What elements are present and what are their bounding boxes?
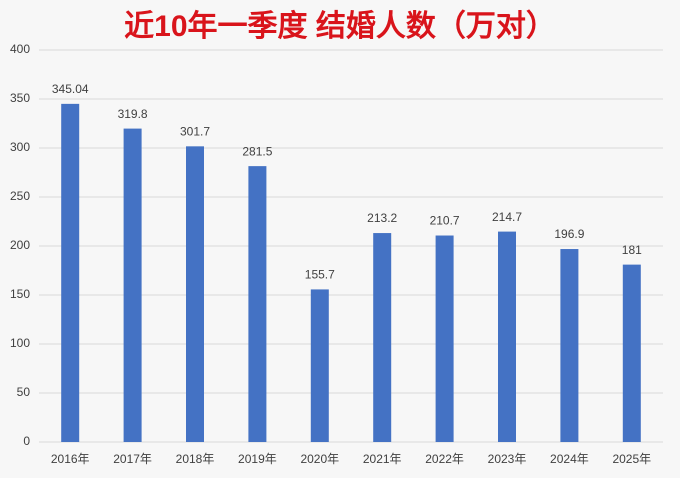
- y-tick-label: 50: [17, 385, 31, 399]
- y-tick-label: 400: [10, 42, 30, 56]
- data-label: 181: [622, 243, 642, 257]
- x-tick-label: 2022年: [425, 452, 464, 466]
- chart-title: 近10年一季度 结婚人数（万对）: [124, 9, 556, 43]
- y-tick-label: 250: [10, 189, 30, 203]
- bar: [61, 103, 80, 442]
- bar: [123, 128, 142, 442]
- x-tick-label: 2017年: [113, 452, 152, 466]
- x-tick-label: 2025年: [612, 452, 651, 466]
- y-tick-label: 350: [10, 91, 30, 105]
- data-label: 281.5: [242, 144, 272, 158]
- data-label: 196.9: [554, 227, 584, 241]
- x-tick-label: 2019年: [238, 452, 277, 466]
- x-tick-label: 2023年: [488, 452, 527, 466]
- bar: [498, 231, 516, 442]
- x-tick-label: 2021年: [363, 452, 402, 466]
- data-label: 210.7: [430, 214, 460, 228]
- x-tick-label: 2020年: [300, 452, 339, 466]
- data-label: 214.7: [492, 210, 522, 224]
- bar: [622, 264, 641, 442]
- y-tick-label: 300: [10, 140, 30, 154]
- bar: [435, 235, 454, 442]
- y-tick-label: 0: [23, 434, 30, 448]
- bar: [373, 233, 392, 442]
- y-tick-label: 150: [10, 287, 30, 301]
- data-label: 213.2: [367, 211, 397, 225]
- bar: [186, 146, 204, 443]
- x-tick-label: 2024年: [550, 452, 589, 466]
- bar: [248, 166, 267, 442]
- data-label: 345.04: [52, 82, 89, 96]
- y-tick-label: 100: [10, 336, 30, 350]
- data-label: 301.7: [180, 125, 210, 139]
- data-label: 319.8: [118, 107, 148, 121]
- y-tick-label: 200: [10, 238, 30, 252]
- x-tick-label: 2016年: [51, 452, 90, 466]
- bar: [560, 249, 579, 442]
- data-label: 155.7: [305, 268, 335, 282]
- x-tick-label: 2018年: [176, 452, 215, 466]
- bar: [310, 289, 329, 442]
